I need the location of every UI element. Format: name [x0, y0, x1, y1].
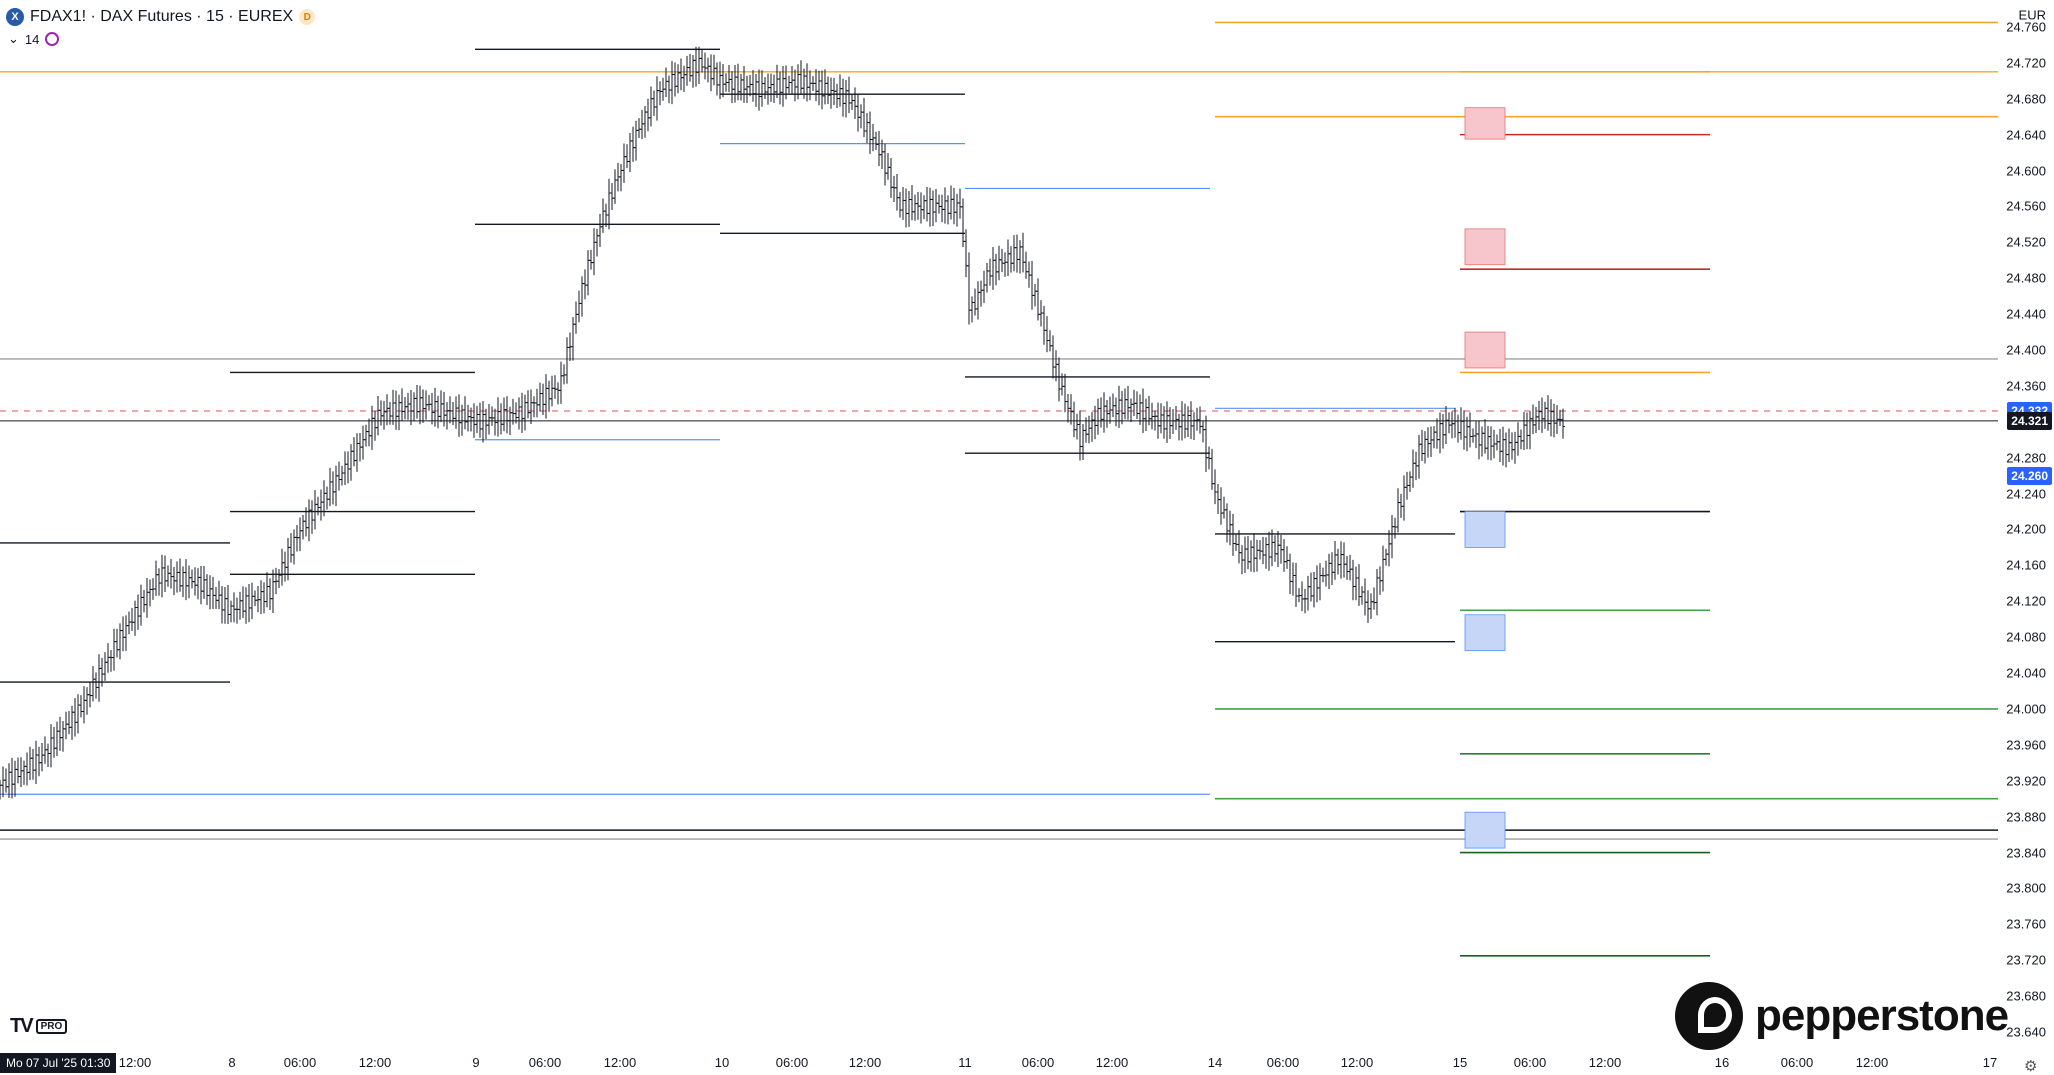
time-axis[interactable]: 12:00 8 06:00 12:00 9 06:00 12:00 10 06:00 12:00 1…	[0, 1050, 2000, 1075]
indicator-bar: ⌄ 14	[8, 31, 60, 47]
currency-label[interactable]: EUR	[2018, 7, 2046, 23]
price-tick-label: 24.240	[2006, 486, 2046, 502]
time-tick-label: 12:00	[358, 1055, 392, 1070]
price-tick-label: 23.640	[2006, 1024, 2046, 1040]
data-badge[interactable]: D	[299, 9, 316, 25]
demand-zone	[1464, 614, 1506, 652]
supply-zone	[1464, 331, 1506, 369]
refresh-icon[interactable]	[45, 32, 60, 46]
price-tick-label: 24.120	[2006, 593, 2046, 609]
price-tick-label: 24.680	[2006, 91, 2046, 107]
price-tick-label: 23.920	[2006, 773, 2046, 789]
time-tick-label: 12:00	[848, 1055, 882, 1070]
price-tick-label: 24.760	[2006, 19, 2046, 35]
time-tick-label: 06:00	[528, 1055, 562, 1070]
price-badge[interactable]: 24.321	[2007, 411, 2052, 430]
time-tick-label: 12:00	[603, 1055, 637, 1070]
price-chart[interactable]	[0, 0, 2000, 1050]
price-tick-label: 24.520	[2006, 234, 2046, 250]
price-tick-label: 23.800	[2006, 880, 2046, 896]
time-tick-label: 06:00	[1780, 1055, 1814, 1070]
time-tick-label: 12:00	[118, 1055, 152, 1070]
tradingview-logo[interactable]: TV PRO	[10, 1015, 68, 1038]
demand-zone	[1464, 511, 1506, 548]
price-tick-label: 24.560	[2006, 198, 2046, 214]
price-tick-label: 24.720	[2006, 55, 2046, 71]
pepperstone-logo-icon	[1675, 982, 1743, 1050]
time-tick-label: 11	[958, 1055, 972, 1070]
time-tick-label: 06:00	[1513, 1055, 1547, 1070]
price-tick-label: 24.600	[2006, 163, 2046, 178]
broker-watermark: pepperstone	[1675, 982, 2009, 1050]
time-tick-label: 06:00	[283, 1055, 317, 1070]
time-tick-label: 14	[1207, 1055, 1223, 1070]
demand-zone	[1464, 811, 1506, 849]
symbol-title[interactable]: FDAX1! · DAX Futures · 15 · EUREX	[30, 8, 294, 25]
price-tick-label: 24.160	[2006, 557, 2046, 573]
brand-name: pepperstone	[1755, 991, 2009, 1040]
price-tick-label: 24.280	[2006, 450, 2046, 466]
price-tick-label: 24.360	[2006, 378, 2046, 394]
chart-header: X FDAX1! · DAX Futures · 15 · EUREX D	[6, 4, 316, 30]
time-tick-label: 06:00	[775, 1055, 809, 1070]
time-tick-label: 12:00	[1855, 1055, 1889, 1070]
crosshair-time-label: Mo 07 Jul '25 01:30	[0, 1053, 117, 1073]
time-tick-label: 9	[472, 1055, 480, 1070]
price-tick-label: 23.880	[2006, 809, 2046, 825]
pro-badge: PRO	[35, 1019, 68, 1034]
indicator-count[interactable]: 14	[24, 31, 40, 47]
price-tick-label: 24.480	[2006, 270, 2046, 286]
price-tick-label: 23.720	[2006, 952, 2046, 968]
price-tick-label: 24.640	[2006, 127, 2046, 143]
time-tick-label: 8	[228, 1055, 236, 1070]
time-tick-label: 12:00	[1340, 1055, 1374, 1070]
price-tick-label: 24.400	[2006, 342, 2046, 358]
supply-zone	[1464, 228, 1506, 266]
tv-mark: TV	[10, 1015, 34, 1037]
gear-icon[interactable]: ⚙	[2024, 1058, 2038, 1075]
price-tick-label: 23.960	[2006, 737, 2046, 753]
price-tick-label: 24.040	[2006, 665, 2046, 681]
chevron-down-icon[interactable]: ⌄	[8, 31, 19, 46]
price-tick-label: 24.440	[2006, 306, 2046, 322]
price-axis[interactable]: EUR 24.760 24.720 24.680 24.640 24.600 24.560…	[1998, 0, 2054, 1050]
time-tick-label: 06:00	[1021, 1055, 1055, 1070]
symbol-logo-icon[interactable]: X	[6, 8, 24, 26]
time-tick-label: 06:00	[1266, 1055, 1300, 1070]
time-tick-label: 12:00	[1095, 1055, 1129, 1070]
time-tick-label: 12:00	[1588, 1055, 1622, 1070]
time-tick-label: 16	[1714, 1055, 1730, 1070]
time-tick-label: 17	[1982, 1055, 1998, 1070]
price-badge[interactable]: 24.260	[2007, 466, 2052, 485]
price-tick-label: 23.840	[2006, 845, 2046, 861]
price-tick-label: 24.000	[2006, 701, 2046, 717]
time-tick-label: 10	[714, 1055, 730, 1070]
price-tick-label: 23.760	[2006, 916, 2046, 932]
price-tick-label: 23.680	[2006, 988, 2046, 1004]
price-tick-label: 24.200	[2006, 521, 2046, 537]
supply-zone	[1464, 107, 1506, 140]
time-tick-label: 15	[1452, 1055, 1468, 1070]
price-tick-label: 24.080	[2006, 629, 2046, 645]
